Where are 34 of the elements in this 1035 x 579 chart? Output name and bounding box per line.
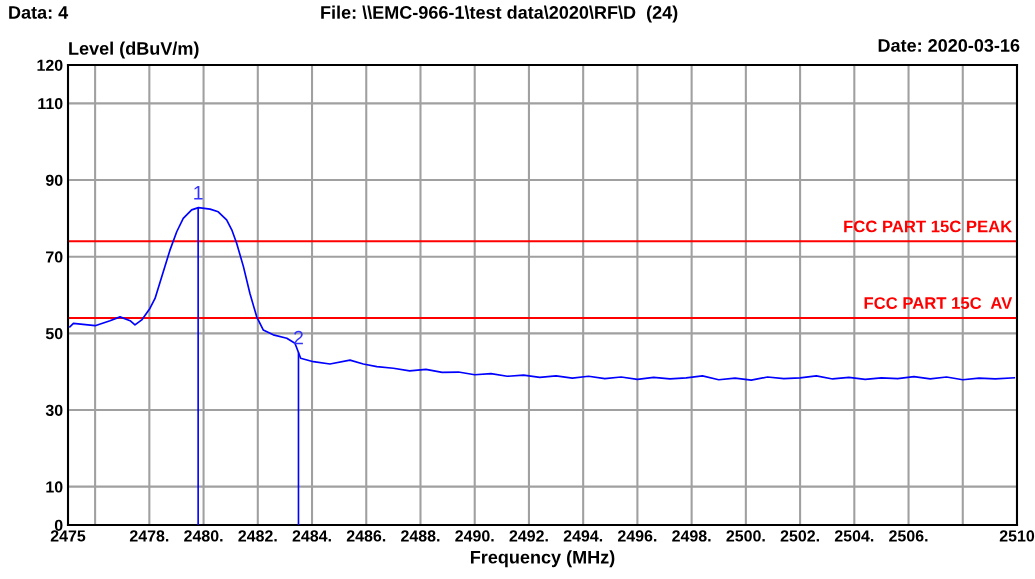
ref-line-label: FCC PART 15C PEAK — [844, 220, 1013, 233]
x-tick-label: 2478. — [129, 530, 169, 542]
annotation: 2 — [294, 330, 303, 345]
x-tick-label: 2482. — [238, 530, 277, 542]
y-axis-title: Level (dBuV/m) — [69, 41, 199, 59]
x-tick-label: 2498. — [672, 530, 711, 542]
text: Date: 2020-03-16 — [878, 39, 1020, 52]
y-tick-label: 30 — [45, 404, 63, 416]
y-tick-label: 10 — [46, 481, 63, 493]
x-tick-label: 2496. — [617, 530, 657, 542]
y-tick-label: 120 — [37, 59, 63, 71]
x-tick-label: 2500. — [726, 530, 765, 542]
y-tick-label: 90 — [45, 174, 63, 186]
x-tick-label: 2504. — [834, 530, 874, 542]
text: File: \\EMC-966-1\test data\2020\RF\D (24) — [321, 5, 678, 23]
x-tick-label: 2475 — [50, 530, 86, 542]
x-axis-title: Frequency (MHz) — [470, 550, 615, 568]
x-tick-label: 2506. — [889, 530, 928, 542]
x-tick-label: 2486. — [346, 530, 386, 542]
annotation: 1 — [194, 186, 203, 200]
x-tick-label: 2492. — [509, 530, 548, 542]
x-tick-label: 2510 — [999, 530, 1035, 542]
text: Data: 4 — [9, 6, 69, 19]
x-tick-label: 2502. — [780, 530, 819, 542]
ref-line-label: FCC PART 15C AV — [864, 297, 1013, 309]
x-tick-label: 2484. — [292, 530, 331, 542]
x-tick-label: 2494. — [563, 530, 603, 542]
y-tick-label: 50 — [45, 327, 63, 340]
x-tick-label: 2488. — [401, 530, 440, 542]
y-tick-label: 70 — [46, 251, 63, 263]
y-tick-label: 0 — [54, 519, 63, 531]
x-tick-label: 2480. — [184, 530, 223, 542]
x-tick-label: 2490. — [455, 530, 494, 542]
y-tick-label: 110 — [38, 97, 63, 110]
